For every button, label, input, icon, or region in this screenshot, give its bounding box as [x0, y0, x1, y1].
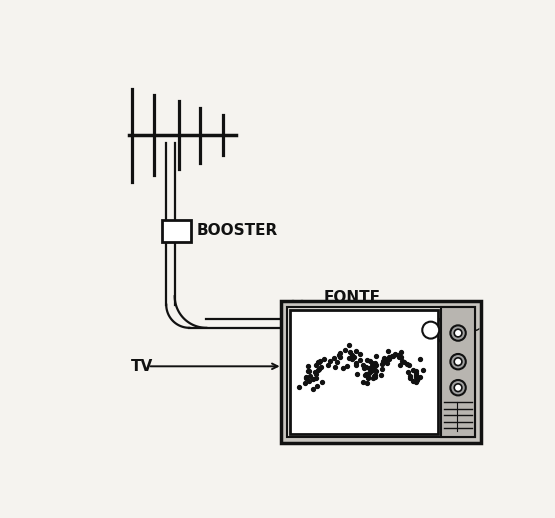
Bar — [327, 311, 377, 342]
Text: BOOSTER: BOOSTER — [197, 223, 278, 238]
Circle shape — [450, 380, 466, 395]
Circle shape — [422, 322, 439, 339]
Circle shape — [450, 325, 466, 341]
Bar — [441, 307, 475, 437]
Text: TV: TV — [131, 359, 153, 374]
Text: FONTE: FONTE — [324, 290, 380, 305]
Ellipse shape — [416, 317, 445, 343]
Circle shape — [454, 358, 462, 366]
Circle shape — [450, 354, 466, 369]
Circle shape — [454, 384, 462, 392]
Bar — [287, 307, 475, 437]
Bar — [162, 220, 191, 241]
Circle shape — [454, 329, 462, 337]
Bar — [281, 301, 481, 443]
Bar — [290, 310, 438, 434]
Text: ~: ~ — [465, 321, 481, 340]
